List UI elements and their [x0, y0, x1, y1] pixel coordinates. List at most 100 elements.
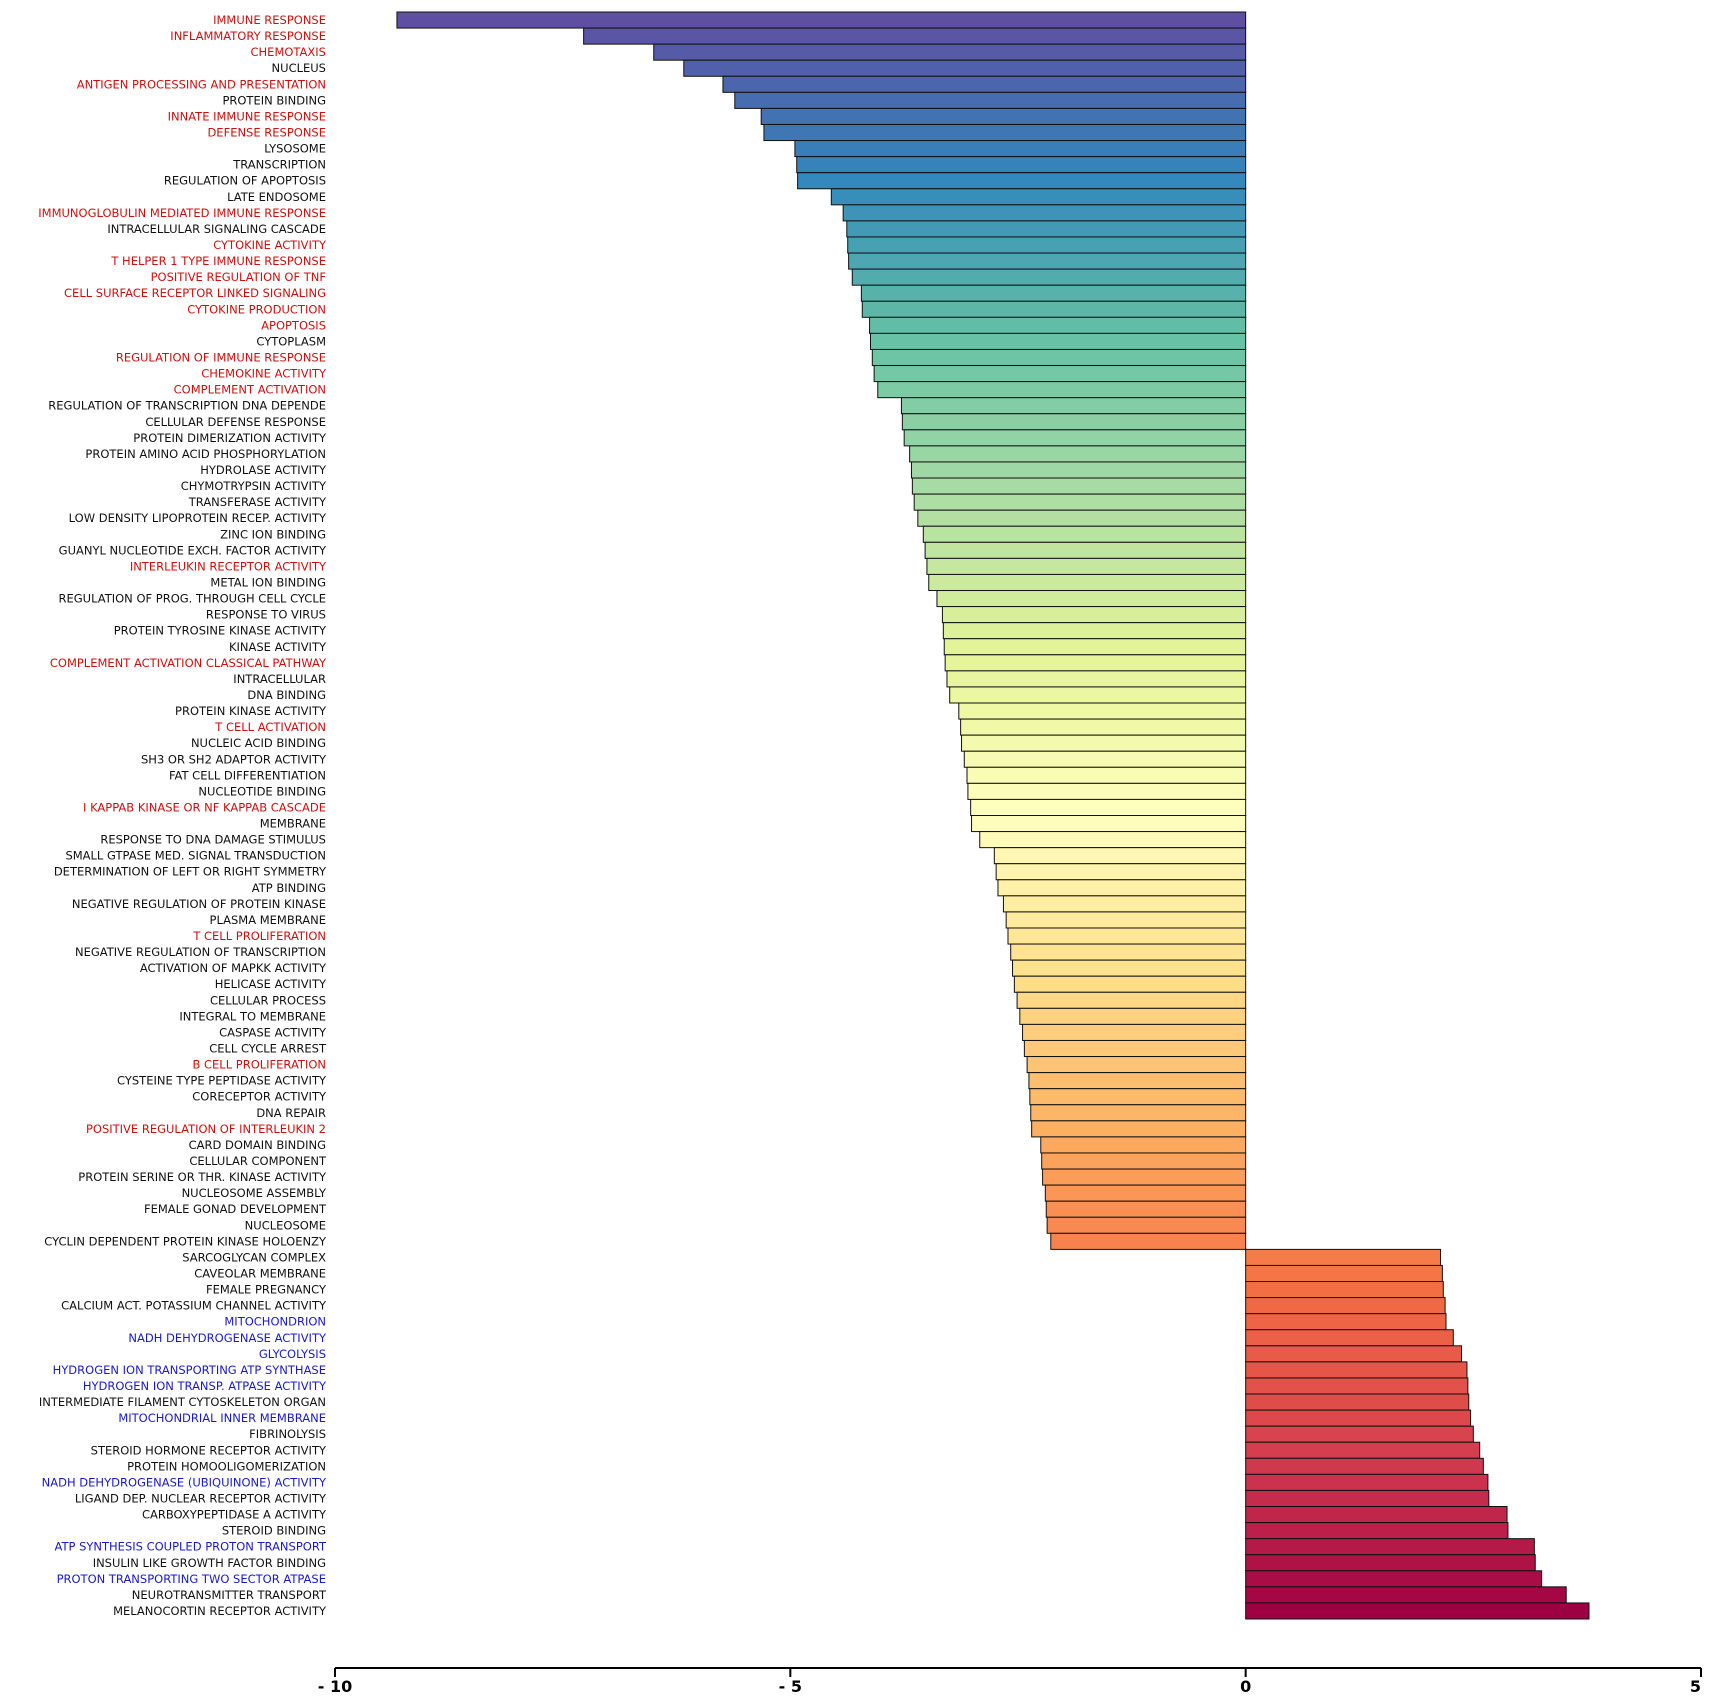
- category-label: PROTEIN TYROSINE KINASE ACTIVITY: [114, 624, 327, 638]
- category-label: CELL SURFACE RECEPTOR LINKED SIGNALING: [64, 286, 326, 300]
- bar: [1245, 1473, 1489, 1491]
- category-label: NEGATIVE REGULATION OF PROTEIN KINASE: [72, 897, 326, 911]
- bar: [909, 445, 1247, 463]
- category-label: FAT CELL DIFFERENTIATION: [169, 768, 326, 782]
- category-label: NEUROTRANSMITTER TRANSPORT: [132, 1588, 327, 1602]
- category-label: HYDROGEN ION TRANSP. ATPASE ACTIVITY: [83, 1379, 327, 1393]
- bar: [797, 172, 1247, 190]
- bar: [1245, 1377, 1469, 1395]
- bar: [901, 413, 1247, 431]
- bar: [1245, 1264, 1443, 1283]
- bar: [1245, 1345, 1462, 1363]
- bar: [936, 590, 1247, 608]
- bar: [848, 252, 1247, 270]
- bar: [1245, 1602, 1590, 1620]
- category-label: FIBRINOLYSIS: [249, 1427, 326, 1441]
- bar: [1245, 1554, 1536, 1572]
- bar: [1012, 959, 1247, 977]
- bar: [1010, 943, 1247, 961]
- category-label: REGULATION OF IMMUNE RESPONSE: [116, 351, 326, 365]
- category-label: I KAPPAB KINASE OR NF KAPPAB CASCADE: [83, 800, 326, 814]
- bar: [877, 381, 1247, 399]
- bar: [1030, 1104, 1247, 1122]
- bar: [944, 654, 1247, 672]
- bar: [1042, 1168, 1247, 1186]
- category-label: CASPASE ACTIVITY: [219, 1025, 327, 1039]
- bar: [1245, 1522, 1509, 1540]
- bar: [869, 332, 1247, 350]
- bar: [1040, 1136, 1247, 1154]
- bar: [1007, 927, 1247, 945]
- bar: [966, 766, 1247, 784]
- category-label: CHYMOTRYPSIN ACTIVITY: [181, 479, 327, 493]
- bar: [911, 477, 1247, 495]
- category-label: FEMALE GONAD DEVELOPMENT: [144, 1202, 327, 1216]
- category-label: INTRACELLULAR: [233, 672, 326, 686]
- category-label: PROTEIN KINASE ACTIVITY: [175, 704, 327, 718]
- x-tick-label: - 10: [318, 1677, 352, 1696]
- category-labels-group: IMMUNE RESPONSE INFLAMMATORY RESPONSE CHEM…: [38, 13, 327, 1618]
- category-label: METAL ION BINDING: [210, 575, 326, 589]
- bar: [794, 140, 1247, 158]
- category-label: HYDROLASE ACTIVITY: [200, 463, 327, 477]
- bar: [967, 782, 1247, 800]
- category-label: CORECEPTOR ACTIVITY: [192, 1090, 327, 1104]
- category-label: DETERMINATION OF LEFT OR RIGHT SYMMETRY: [54, 865, 327, 879]
- category-label: ATP SYNTHESIS COUPLED PROTON TRANSPORT: [54, 1540, 326, 1554]
- category-label: RESPONSE TO DNA DAMAGE STIMULUS: [100, 833, 326, 847]
- bar: [913, 493, 1247, 511]
- bar: [924, 541, 1247, 559]
- category-label: PROTEIN AMINO ACID PHOSPHORYLATION: [85, 447, 326, 461]
- category-label: DNA REPAIR: [256, 1106, 326, 1120]
- bar: [583, 27, 1247, 45]
- bar: [928, 573, 1247, 592]
- bar: [946, 670, 1247, 688]
- bar: [910, 461, 1247, 479]
- category-label: INFLAMMATORY RESPONSE: [170, 29, 326, 43]
- category-label: B CELL PROLIFERATION: [192, 1058, 326, 1072]
- category-label: SARCOGLYCAN COMPLEX: [182, 1250, 326, 1264]
- bar: [1028, 1072, 1247, 1090]
- category-label: REGULATION OF APOPTOSIS: [164, 174, 326, 188]
- category-label: MITOCHONDRION: [224, 1315, 326, 1329]
- bar: [873, 365, 1247, 383]
- bar: [943, 638, 1247, 656]
- bar: [1002, 895, 1247, 913]
- bar: [860, 284, 1247, 302]
- bar: [1045, 1200, 1247, 1218]
- category-label: CELLULAR COMPONENT: [189, 1154, 327, 1168]
- category-label: NUCLEOSOME: [245, 1218, 326, 1232]
- category-label: INNATE IMMUNE RESPONSE: [168, 109, 326, 123]
- category-label: CAVEOLAR MEMBRANE: [194, 1266, 326, 1280]
- category-label: INSULIN LIKE GROWTH FACTOR BINDING: [93, 1556, 326, 1570]
- category-label: ACTIVATION OF MAPKK ACTIVITY: [140, 961, 327, 975]
- bar: [1026, 1056, 1247, 1074]
- bar: [861, 300, 1247, 318]
- bar: [851, 268, 1247, 286]
- bar: [993, 847, 1247, 865]
- category-label: STEROID BINDING: [222, 1524, 326, 1538]
- bar: [1029, 1088, 1247, 1106]
- category-label: ZINC ION BINDING: [220, 527, 326, 541]
- bar: [971, 815, 1247, 833]
- bar: [830, 188, 1247, 206]
- category-label: REGULATION OF PROG. THROUGH CELL CYCLE: [58, 592, 326, 606]
- category-label: INTEGRAL TO MEMBRANE: [179, 1009, 326, 1023]
- bar: [1046, 1216, 1247, 1234]
- bar: [1245, 1248, 1442, 1266]
- bar: [734, 91, 1247, 109]
- bar: [1044, 1184, 1247, 1202]
- bar: [1023, 1039, 1247, 1058]
- bar: [1041, 1152, 1247, 1170]
- category-label: INTERMEDIATE FILAMENT CYTOSKELETON ORGAN: [39, 1395, 326, 1409]
- category-label: ATP BINDING: [252, 881, 326, 895]
- bar: [917, 509, 1247, 527]
- bar: [869, 316, 1247, 334]
- category-label: CYTOKINE PRODUCTION: [187, 302, 326, 316]
- bar: [997, 879, 1247, 897]
- bar: [1245, 1281, 1444, 1299]
- category-label: CARD DOMAIN BINDING: [189, 1138, 326, 1152]
- bar: [926, 557, 1247, 575]
- category-label: CELLULAR PROCESS: [210, 993, 326, 1007]
- category-label: RESPONSE TO VIRUS: [206, 608, 326, 622]
